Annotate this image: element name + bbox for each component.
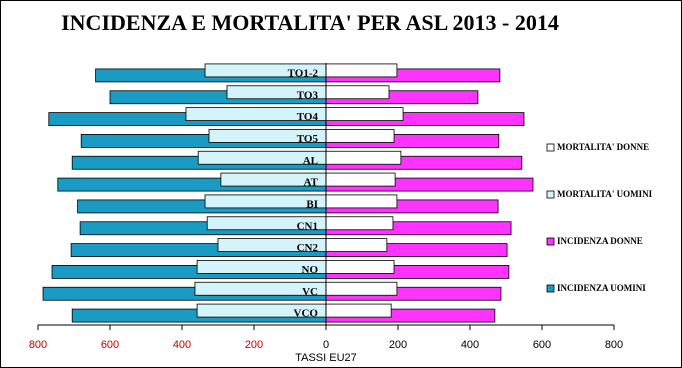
legend-swatch xyxy=(546,237,555,246)
bar xyxy=(325,107,404,121)
bar xyxy=(325,216,394,231)
x-tick-label: 400 xyxy=(461,339,479,351)
x-tick-label: 600 xyxy=(101,339,119,351)
category-label: TO3 xyxy=(297,89,319,101)
category-label: BI xyxy=(306,198,318,210)
legend-label: INCIDENZA DONNE xyxy=(557,236,643,246)
legend-label: MORTALITA' DONNE xyxy=(557,142,649,152)
legend-swatch xyxy=(546,284,555,293)
x-tick-label: 400 xyxy=(173,339,191,351)
category-label: CN2 xyxy=(297,242,319,254)
category-label: VC xyxy=(302,286,318,298)
bar xyxy=(325,303,392,318)
category-label: CN1 xyxy=(297,220,318,232)
bar xyxy=(325,129,395,143)
bar xyxy=(325,194,398,209)
chart-title: INCIDENZA E MORTALITA' PER ASL 2013 - 20… xyxy=(61,10,559,35)
category-label: TO1-2 xyxy=(288,67,319,79)
bar xyxy=(325,150,402,165)
bar xyxy=(325,260,395,274)
x-tick-label: 0 xyxy=(323,339,329,351)
bar xyxy=(325,63,398,78)
bar xyxy=(325,85,390,100)
x-tick-label: 800 xyxy=(605,339,623,351)
bar xyxy=(325,281,398,296)
bar xyxy=(325,238,388,252)
category-label: AL xyxy=(303,155,318,167)
x-tick-label: 200 xyxy=(389,339,407,351)
x-tick-label: 600 xyxy=(533,339,551,351)
category-label: TO4 xyxy=(297,111,319,123)
bar xyxy=(325,172,396,187)
x-tick-label: 200 xyxy=(245,339,263,351)
category-label: NO xyxy=(302,264,319,276)
x-axis-label: TASSI EU27 xyxy=(295,352,357,364)
category-label: VCO xyxy=(294,308,319,320)
category-label: TO5 xyxy=(297,133,319,145)
legend-swatch xyxy=(546,190,555,199)
legend-swatch xyxy=(546,143,555,152)
legend-label: MORTALITA' UOMINI xyxy=(557,189,653,199)
category-label: AT xyxy=(304,177,319,189)
legend-label: INCIDENZA UOMINI xyxy=(557,283,646,293)
x-tick-label: 800 xyxy=(29,339,47,351)
